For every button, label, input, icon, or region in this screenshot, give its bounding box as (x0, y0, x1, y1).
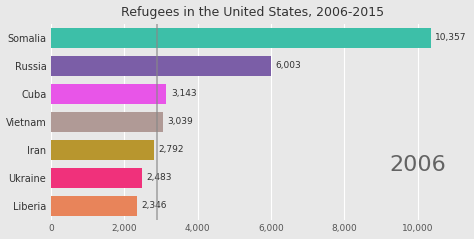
Bar (51, 112, 163, 132)
Bar (51, 28, 431, 48)
Text: 2,346: 2,346 (142, 201, 167, 210)
Text: 10,357: 10,357 (435, 33, 467, 42)
Title: Refugees in the United States, 2006-2015: Refugees in the United States, 2006-2015 (121, 5, 384, 19)
Text: 3,143: 3,143 (171, 89, 196, 98)
Bar (51, 84, 166, 104)
Bar (51, 168, 142, 188)
Text: 2,792: 2,792 (158, 145, 183, 154)
Bar (51, 140, 154, 160)
Bar (51, 56, 271, 76)
Text: 2006: 2006 (390, 155, 447, 175)
Text: 3,039: 3,039 (167, 117, 193, 126)
Text: 6,003: 6,003 (275, 61, 301, 70)
Text: 2,483: 2,483 (146, 173, 172, 182)
Bar (51, 196, 137, 216)
